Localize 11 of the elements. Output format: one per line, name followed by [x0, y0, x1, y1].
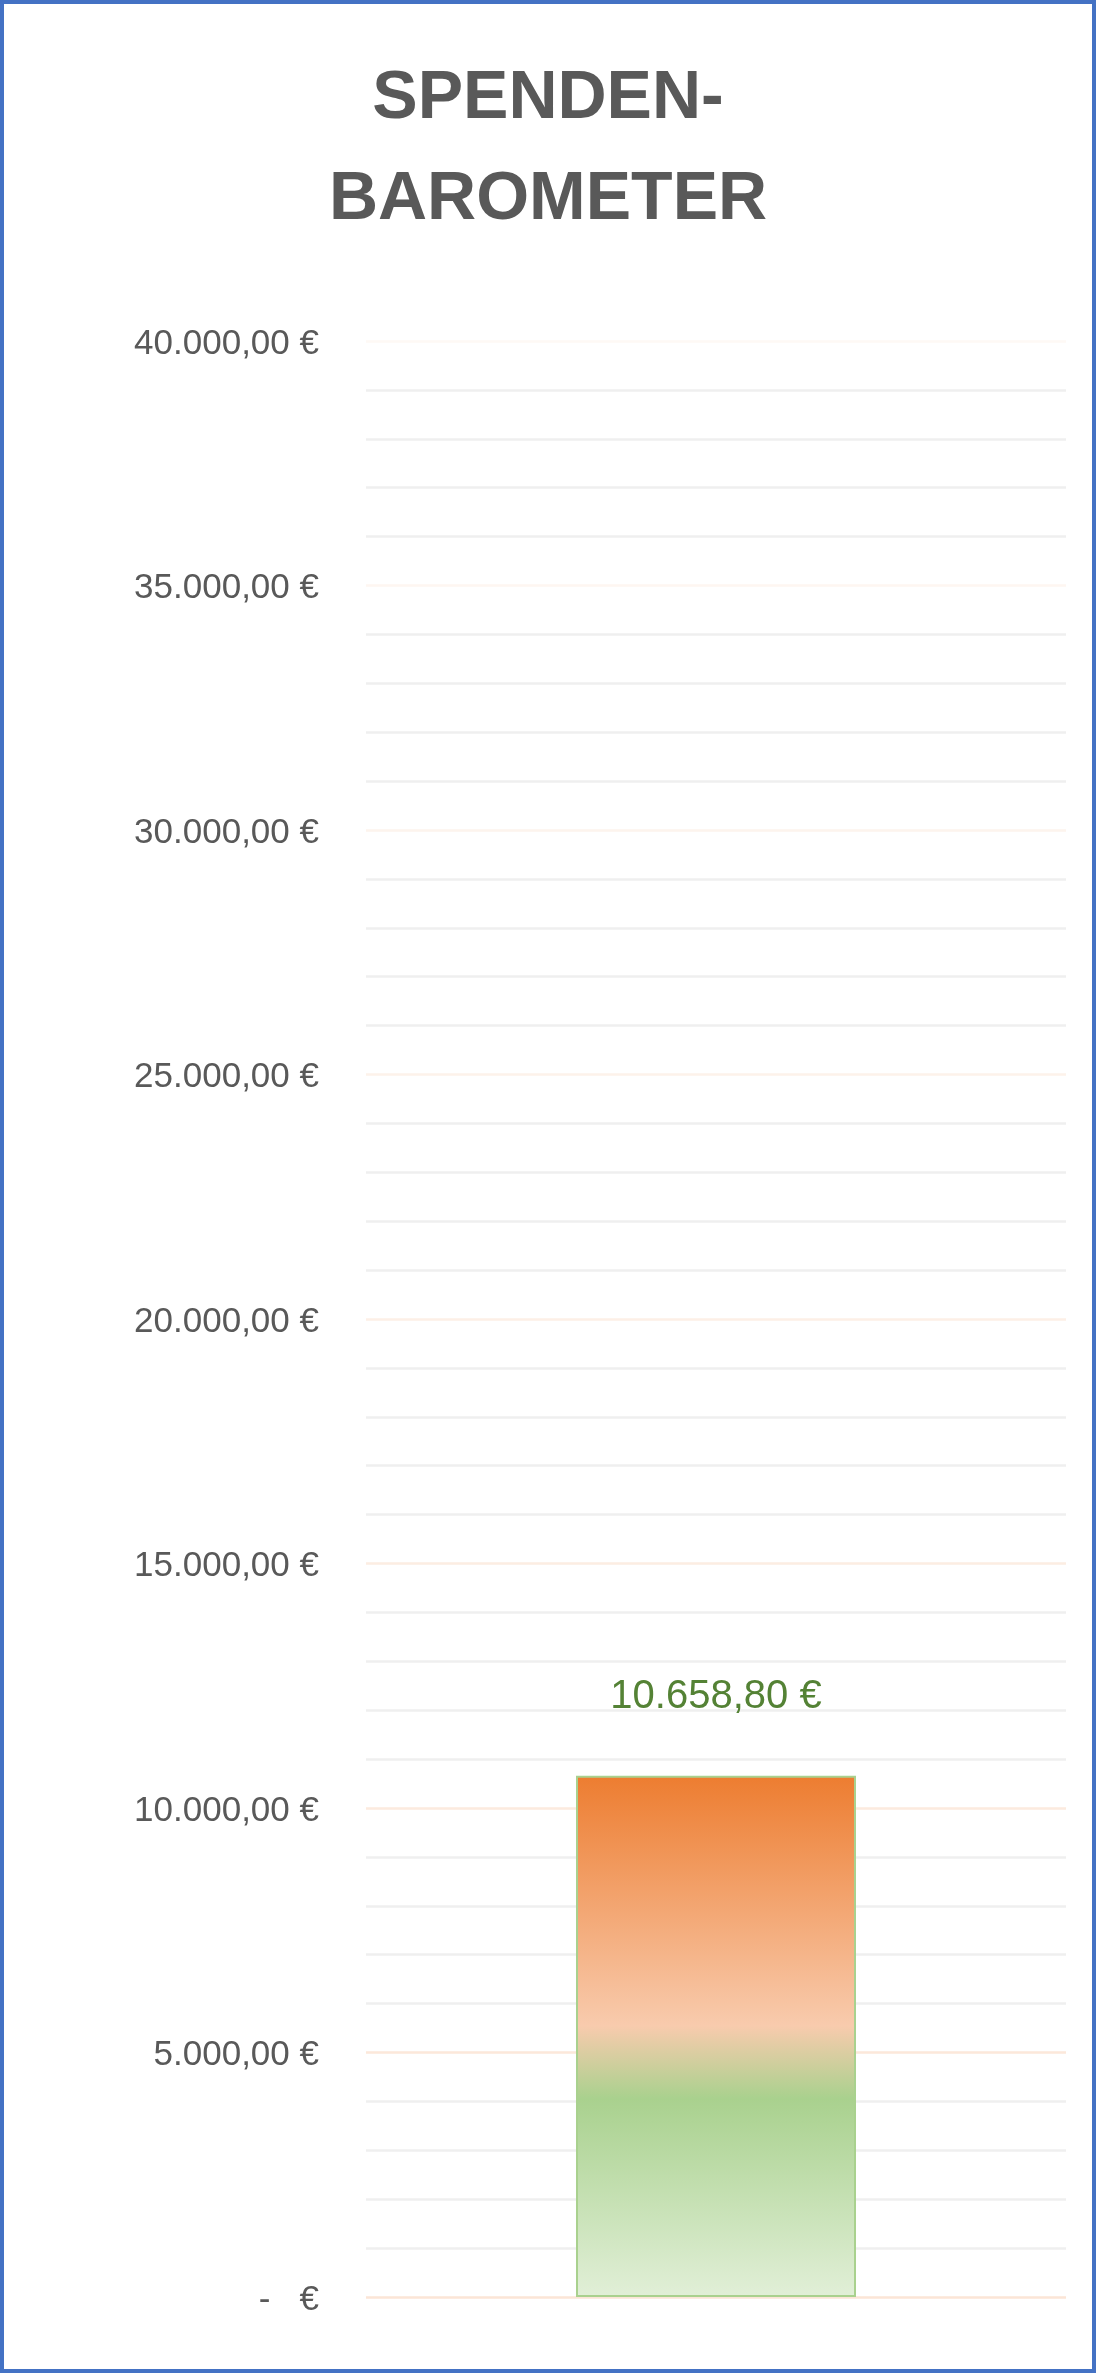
y-tick-label: 30.000,00 €	[134, 810, 319, 850]
data-label: 10.658,80 €	[610, 1671, 822, 1716]
y-tick-label: 5.000,00 €	[153, 2033, 319, 2072]
y-tick-label: 10.000,00 €	[134, 1788, 319, 1828]
y-tick-label: 15.000,00 €	[134, 1544, 319, 1583]
y-tick-label: 25.000,00 €	[134, 1055, 319, 1094]
chart-title: SPENDEN- BAROMETER	[328, 55, 768, 233]
y-tick-label: 20.000,00 €	[134, 1299, 319, 1339]
y-tick-label: 40.000,00 €	[134, 321, 319, 361]
y-tick-label: - €	[258, 2277, 319, 2317]
y-tick-label: 35.000,00 €	[134, 566, 319, 605]
